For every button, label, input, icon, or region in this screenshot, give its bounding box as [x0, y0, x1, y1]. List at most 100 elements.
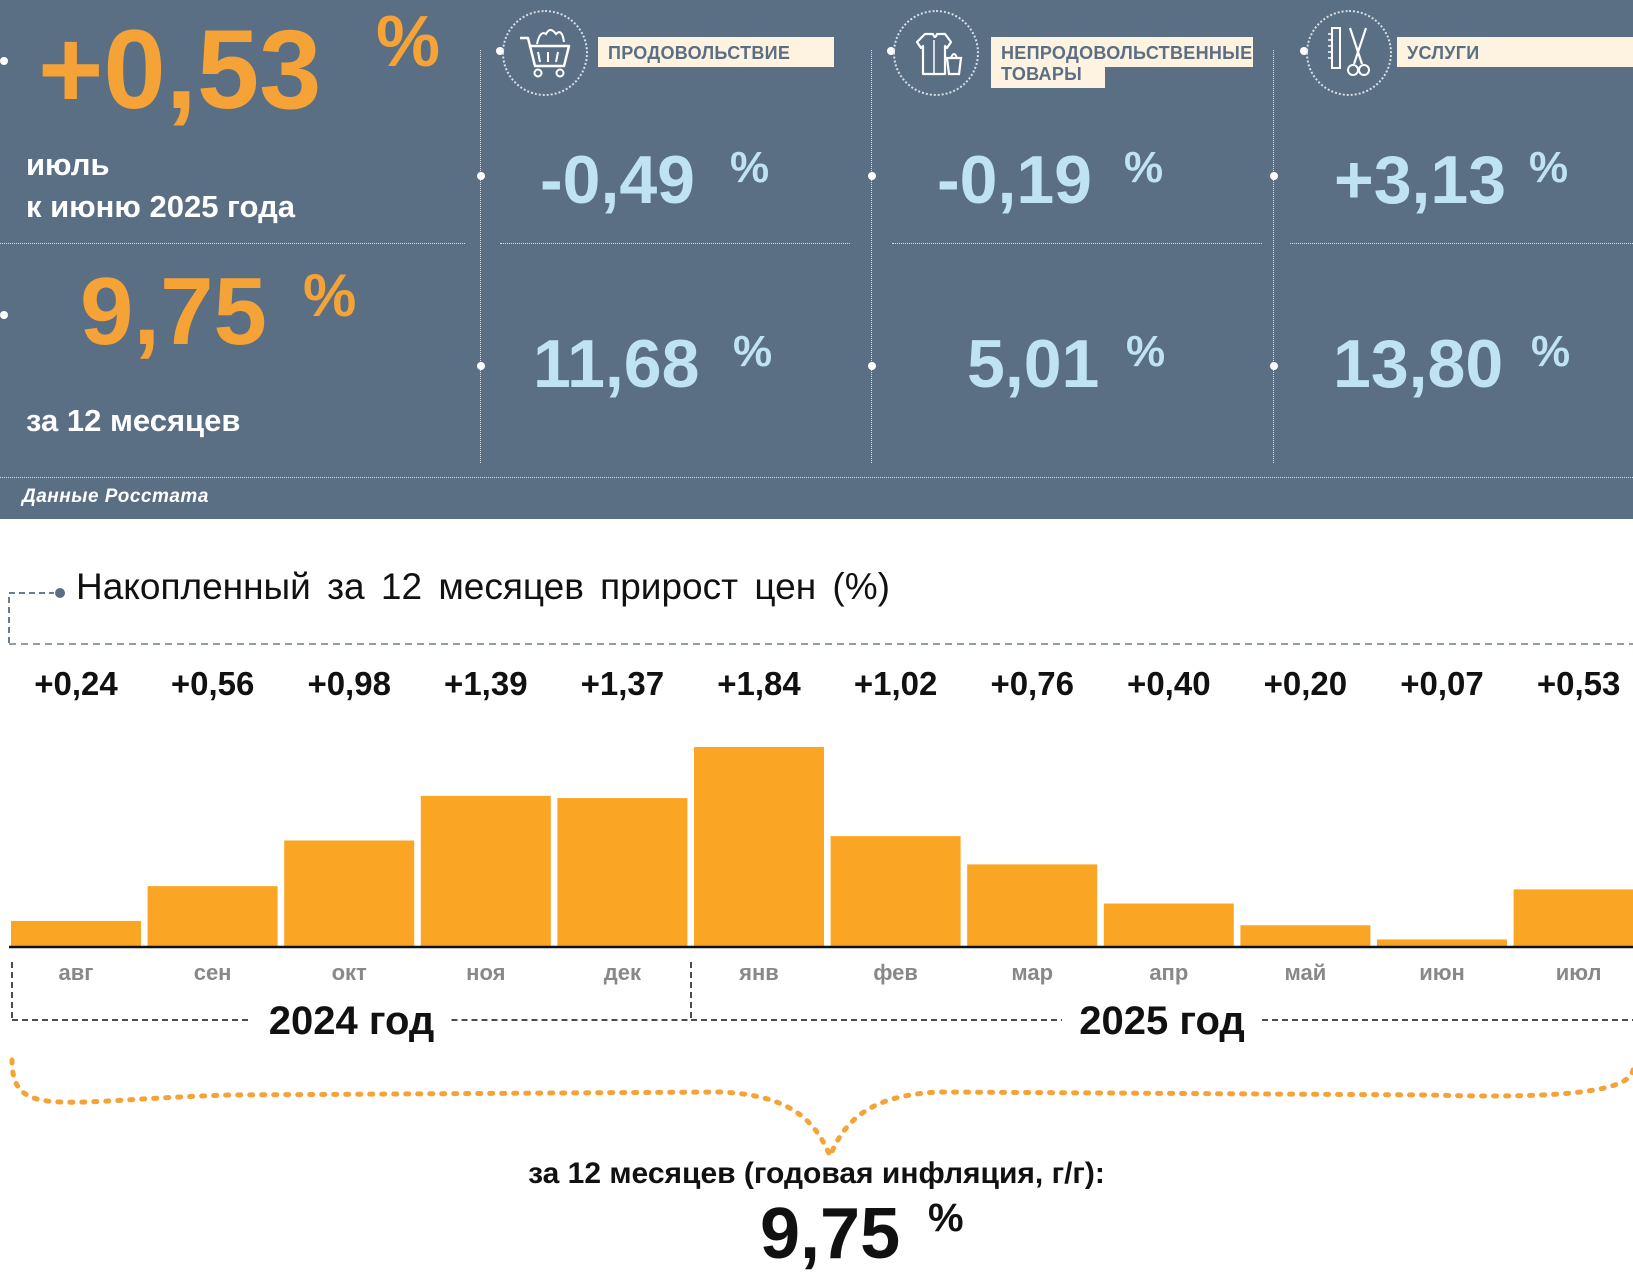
source-note: Данные Росстата [22, 486, 209, 507]
bullet-dot [1300, 47, 1308, 55]
bar-value-label: +0,07 [1400, 665, 1484, 702]
category-label-nonfood: НЕПРОДОВОЛЬСТВЕННЫЕ [991, 37, 1253, 67]
bullet-dot [0, 57, 8, 65]
row-divider [1290, 243, 1633, 244]
x-tick-label: янв [738, 960, 779, 985]
column-divider [480, 50, 481, 463]
footer-divider [0, 477, 1633, 478]
annual-brace [9, 1057, 1633, 1163]
bar-июл [1513, 889, 1633, 947]
services-annual-value: 13,80 [1333, 326, 1504, 402]
bar-value-label: +1,02 [854, 665, 938, 702]
bar-value-label: +0,40 [1127, 665, 1211, 702]
x-tick-label: окт [332, 960, 367, 985]
x-tick-label: фев [873, 960, 918, 985]
bar-chart: +0,24 +0,56 +0,98 +1,39 +1,37 +1,84 +1,02 +0,76… [9, 643, 1633, 1163]
bullet-dot [496, 47, 504, 55]
bar-июн [1377, 939, 1507, 947]
row-divider [892, 243, 1262, 244]
comb-scissors-icon-svg [1328, 27, 1370, 76]
food-monthly-unit: % [730, 143, 770, 192]
bullet-dot [0, 311, 8, 319]
category-label-food: ПРОДОВОЛЬСТВИЕ [598, 37, 834, 67]
x-tick-label: июл [1556, 960, 1602, 985]
bullet-dot [1270, 172, 1278, 180]
bar-value-label: +0,98 [307, 665, 391, 702]
annual-value-block: 9,75 % [760, 1198, 964, 1270]
bar-авг [11, 920, 141, 947]
food-monthly-value: -0,49 [540, 142, 695, 218]
row-divider [500, 243, 850, 244]
headline-annual-value: 9,75 [80, 258, 267, 365]
category-label-services: УСЛУГИ [1397, 37, 1633, 67]
years-layer: 2024 год 2025 год [11, 962, 1633, 1043]
column-divider [1273, 50, 1274, 463]
headline-monthly-value: +0,53 [38, 7, 322, 132]
row-divider [0, 243, 465, 244]
headline-annual-unit: % [303, 262, 357, 329]
bar-value-label: +1,37 [581, 665, 665, 702]
bar-value-label: +0,20 [1264, 665, 1348, 702]
chart-title: Накопленный за 12 месяцев прирост цен (%… [76, 566, 890, 607]
bar-сен [147, 886, 278, 947]
services-monthly-value: +3,13 [1334, 142, 1507, 218]
bar-value-label: +1,39 [444, 665, 528, 702]
comb-scissors-icon [1306, 10, 1392, 96]
chart-title-connector [8, 588, 65, 643]
bullet-dot [868, 362, 876, 370]
services-monthly-unit: % [1529, 143, 1569, 192]
bullet-dot [477, 362, 485, 370]
bar-апр [1103, 903, 1234, 947]
services-annual-unit: % [1531, 327, 1571, 376]
bar-мар [967, 864, 1098, 947]
annual-caption: за 12 месяцев (годовая инфляция, г/г): [528, 1157, 1105, 1190]
year-group-label: 2024 год [269, 999, 435, 1043]
bullet-dot [1270, 362, 1278, 370]
nonfood-monthly-value: -0,19 [937, 142, 1092, 218]
bar-май [1240, 925, 1371, 947]
clothing-bag-icon-svg [915, 32, 963, 76]
headline-monthly-label-1: июль [26, 147, 110, 182]
ticks-layer: авг сен окт ноя дек янв фев мар апр май июн июл [59, 960, 1602, 985]
bar-фев [830, 836, 961, 947]
bar-value-label: +1,84 [717, 665, 801, 702]
annual-value-unit: % [928, 1196, 964, 1240]
bars-layer [11, 747, 1633, 947]
value-labels-layer: +0,24 +0,56 +0,98 +1,39 +1,37 +1,84 +1,02 +0,76… [34, 665, 1620, 702]
x-tick-label: дек [604, 960, 642, 985]
bar-value-label: +0,53 [1537, 665, 1621, 702]
headline-annual-label: за 12 месяцев [26, 403, 241, 438]
x-tick-label: апр [1149, 960, 1188, 985]
bar-дек [557, 798, 688, 947]
category-label-nonfood-line1: НЕПРОДОВОЛЬСТВЕННЫЕ [1001, 43, 1253, 63]
x-tick-label: сен [194, 960, 232, 985]
category-label-nonfood-2: ТОВАРЫ [991, 63, 1105, 88]
year-group-label: 2025 год [1079, 999, 1245, 1043]
bullet-dot [868, 172, 876, 180]
summary-panel: +0,53 % июль к июню 2025 года 9,75 % за … [0, 0, 1633, 519]
bullet-dot [887, 47, 895, 55]
nonfood-annual-value: 5,01 [967, 326, 1100, 402]
headline-monthly-label-2: к июню 2025 года [26, 189, 295, 224]
x-tick-label: май [1285, 960, 1327, 985]
category-label-nonfood-line2: ТОВАРЫ [1001, 64, 1083, 84]
headline-monthly-unit: % [376, 2, 441, 82]
shopping-cart-icon [502, 10, 588, 96]
x-tick-label: мар [1011, 960, 1053, 985]
shopping-cart-icon-svg [520, 29, 571, 78]
bar-янв [694, 747, 824, 947]
bar-value-label: +0,24 [34, 665, 118, 702]
clothing-bag-icon [893, 10, 979, 96]
nonfood-annual-unit: % [1126, 327, 1166, 376]
bar-окт [284, 840, 415, 947]
x-tick-label: авг [59, 960, 94, 985]
x-tick-label: ноя [466, 960, 505, 985]
food-annual-value: 11,68 [533, 326, 700, 402]
annual-value: 9,75 [760, 1194, 901, 1274]
x-tick-label: июн [1419, 960, 1465, 985]
bullet-dot [477, 172, 485, 180]
column-divider [871, 50, 872, 463]
bar-value-label: +0,56 [171, 665, 255, 702]
bar-ноя [420, 795, 551, 947]
food-annual-unit: % [733, 327, 773, 376]
